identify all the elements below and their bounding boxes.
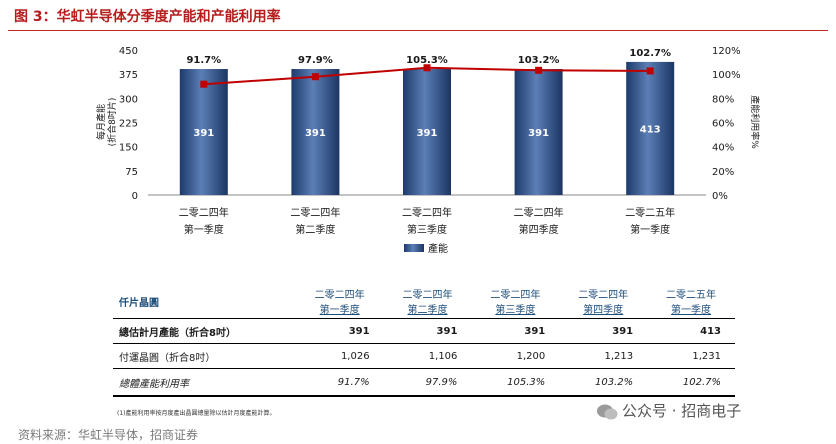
table-col-header: 二零二四年 第四季度	[578, 290, 629, 316]
bar	[403, 69, 451, 195]
bar-value-label: 391	[528, 128, 549, 139]
table-col-header: 二零二四年 第三季度	[490, 290, 541, 316]
x-category-label-year: 二零二四年	[402, 206, 452, 219]
x-category-label-quarter: 第二季度	[295, 223, 335, 236]
title-divider	[8, 30, 828, 31]
legend-swatch	[404, 244, 424, 252]
utilization-label: 91.7%	[186, 55, 221, 66]
utilization-marker	[423, 64, 431, 72]
y-right-tick-label: 60%	[712, 119, 734, 130]
table-cell: 1,106	[383, 343, 472, 369]
y-left-axis-title-line: (折合8吋片)	[106, 98, 118, 147]
bar	[514, 69, 563, 195]
table-corner-label: 仟片晶圓	[119, 297, 159, 309]
legend-label: 產能	[428, 242, 448, 255]
y-left-tick-label: 300	[119, 94, 138, 105]
table-cell: 103.2%	[559, 368, 648, 397]
table-header-row: 仟片晶圓 二零二四年 第一季度 二零二四年 第二季度 二零二四年 第三季度 二零二四年…	[113, 288, 735, 319]
row-label: 總體產能利用率	[113, 368, 296, 397]
y-right-axis-title: 產能利用率%	[749, 95, 761, 149]
y-right-tick-label: 120%	[712, 46, 741, 57]
bar-value-label: 413	[640, 124, 661, 135]
x-category-label-quarter: 第一季度	[184, 223, 224, 236]
table-col-header: 二零二四年 第一季度	[314, 290, 365, 316]
table-col-header: 二零二五年 第一季度	[666, 290, 717, 316]
chart: 0 75 150 225 300 375 450 0% 20% 40% 60% 80% 100% 120%…	[95, 46, 761, 255]
y-left-tick-label: 150	[119, 143, 138, 154]
row-label: 總估計月產能（折合8吋）	[113, 318, 296, 344]
bar-value-label: 391	[417, 128, 438, 139]
y-left-tick-label: 225	[119, 119, 138, 130]
utilization-marker	[200, 80, 208, 88]
watermark: 公众号 · 招商电子	[596, 400, 741, 421]
watermark-text: 公众号 · 招商电子	[622, 402, 742, 420]
y-right-tick-label: 0%	[712, 191, 728, 202]
table-row: 總估計月產能（折合8吋） 391 391 391 391 413	[113, 318, 735, 344]
source-note: 资料来源：华虹半导体，招商证券	[18, 428, 199, 442]
y-left-axis-title-line: 每月產能	[95, 104, 107, 140]
x-category-label-quarter: 第一季度	[630, 223, 670, 236]
footnote: (1)產能利用率按月度產出晶圓總量除以估計月度產能計算。	[117, 410, 276, 417]
x-category-label-quarter: 第三季度	[407, 223, 447, 236]
utilization-label: 105.3%	[406, 55, 448, 66]
table-cell: 102.7%	[647, 368, 735, 397]
y-right-tick-label: 100%	[712, 70, 741, 81]
utilization-label: 97.9%	[298, 55, 333, 66]
utilization-marker	[646, 67, 654, 75]
table-cell: 391	[559, 318, 648, 344]
bar	[626, 61, 675, 195]
x-category-label-year: 二零二四年	[179, 206, 229, 219]
x-category-label-year: 二零二四年	[514, 206, 564, 219]
utilization-label: 102.7%	[629, 48, 671, 59]
row-label: 付運晶圓（折合8吋）	[113, 343, 296, 369]
table-cell: 391	[383, 318, 472, 344]
table-cell: 391	[471, 318, 560, 344]
y-left-tick-label: 450	[119, 46, 138, 57]
table-cell: 105.3%	[471, 368, 560, 397]
table-cell: 97.9%	[383, 368, 472, 397]
wechat-icon	[597, 404, 618, 419]
table-cell: 391	[295, 318, 384, 344]
y-left-tick-label: 0	[132, 191, 138, 202]
x-category-label-year: 二零二四年	[290, 206, 340, 219]
table-row: 總體產能利用率 91.7% 97.9% 105.3% 103.2% 102.7%	[113, 368, 735, 397]
utilization-marker	[535, 66, 543, 74]
y-left-tick-label: 75	[125, 167, 138, 178]
x-category-label-quarter: 第四季度	[519, 223, 559, 236]
table-cell: 1,026	[295, 343, 384, 369]
figure-title: 图 3：华虹半导体分季度产能和产能利用率	[14, 9, 281, 25]
utilization-label: 103.2%	[518, 55, 560, 66]
table-cell: 413	[647, 318, 735, 344]
x-category-label-year: 二零二五年	[625, 206, 675, 219]
bar-value-label: 391	[193, 128, 214, 139]
y-left-tick-label: 375	[119, 70, 138, 81]
bar	[179, 69, 228, 195]
table-cell: 1,213	[559, 343, 648, 369]
y-right-tick-label: 40%	[712, 143, 734, 154]
capacity-table: 仟片晶圓 二零二四年 第一季度 二零二四年 第二季度 二零二四年 第三季度 二零二四年…	[113, 288, 735, 397]
bar-value-label: 391	[305, 128, 326, 139]
table-cell: 1,231	[647, 343, 735, 369]
bar	[291, 69, 340, 195]
y-right-tick-label: 20%	[712, 167, 734, 178]
table-cell: 1,200	[471, 343, 560, 369]
y-right-tick-label: 80%	[712, 94, 734, 105]
utilization-marker	[311, 73, 319, 81]
y-left-axis-title: 每月產能(折合8吋片)	[95, 98, 118, 147]
table-cell: 91.7%	[295, 368, 384, 397]
table-col-header: 二零二四年 第二季度	[402, 290, 453, 316]
table-row: 付運晶圓（折合8吋） 1,026 1,106 1,200 1,213 1,231	[113, 343, 735, 369]
